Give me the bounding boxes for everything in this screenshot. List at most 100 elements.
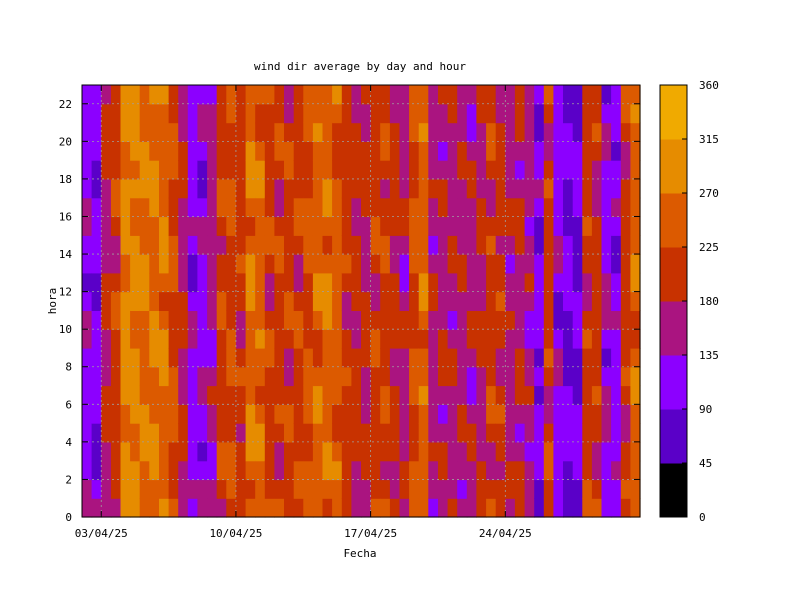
heatmap-cell [361, 254, 372, 274]
heatmap-cell [543, 479, 554, 499]
heatmap-cell [418, 348, 429, 368]
heatmap-cell [178, 235, 189, 255]
heatmap-cell [293, 329, 304, 349]
heatmap-cell [418, 216, 429, 236]
heatmap-cell [197, 141, 208, 161]
heatmap-cell [601, 404, 612, 424]
heatmap-cell [284, 423, 295, 443]
heatmap-cell [611, 141, 622, 161]
heatmap-cell [438, 310, 449, 330]
heatmap-cell [495, 141, 506, 161]
heatmap-cell [293, 366, 304, 387]
heatmap-cell [418, 329, 429, 349]
heatmap-cell [514, 329, 526, 349]
heatmap-cell [534, 122, 545, 142]
heatmap-cell [235, 197, 247, 218]
heatmap-cell [438, 160, 449, 180]
heatmap-cell [322, 235, 333, 255]
heatmap-cell [514, 85, 526, 105]
heatmap-cell [514, 141, 526, 161]
heatmap-cell [312, 441, 324, 462]
heatmap-cell [245, 216, 256, 236]
y-tick-label: 4 [65, 436, 72, 449]
heatmap-cell [524, 423, 535, 443]
heatmap-cell [159, 385, 170, 405]
heatmap-cell [466, 479, 477, 499]
heatmap-cell [110, 366, 122, 387]
heatmap-cell [245, 385, 256, 405]
heatmap-cell [457, 498, 468, 518]
heatmap-cell [226, 272, 237, 293]
heatmap-cell [274, 404, 285, 424]
heatmap-cell [91, 85, 102, 105]
heatmap-cell [438, 85, 449, 105]
heatmap-cell [361, 103, 372, 124]
heatmap-cell [409, 479, 420, 499]
heatmap-cell [457, 479, 468, 499]
heatmap-cell [399, 423, 410, 443]
colorbar-tick-label: 270 [699, 187, 719, 200]
heatmap-cell [303, 310, 314, 330]
heatmap-cell [245, 423, 256, 443]
heatmap-cell [293, 254, 304, 274]
heatmap-cell [235, 291, 247, 311]
heatmap-cell [524, 122, 535, 142]
heatmap-cell [418, 498, 429, 518]
heatmap-cell [591, 404, 603, 424]
heatmap-cell [139, 272, 150, 293]
heatmap-cell [197, 498, 208, 518]
heatmap-cell [139, 366, 150, 387]
heatmap-cell [514, 197, 526, 218]
heatmap-cell [438, 103, 449, 124]
heatmap-cell [226, 310, 237, 330]
heatmap-cell [418, 235, 429, 255]
heatmap-cell [553, 423, 564, 443]
heatmap-cell [572, 160, 583, 180]
heatmap-cell [572, 197, 583, 218]
heatmap-cell [553, 441, 564, 462]
heatmap-cell [370, 216, 381, 236]
heatmap-cell [418, 160, 429, 180]
heatmap-cell [226, 197, 237, 218]
heatmap-cell [120, 291, 131, 311]
heatmap-cell [505, 291, 516, 311]
heatmap-cell [91, 479, 102, 499]
heatmap-cell [505, 348, 516, 368]
heatmap-cell [409, 310, 420, 330]
heatmap-cell [110, 197, 122, 218]
heatmap-cell [226, 348, 237, 368]
heatmap-cell [168, 178, 179, 199]
heatmap-cell [447, 348, 458, 368]
heatmap-cell [457, 141, 468, 161]
heatmap-cell [514, 178, 526, 199]
heatmap-cell [572, 85, 583, 105]
heatmap-cell [91, 122, 102, 142]
heatmap-cell [543, 103, 554, 124]
heatmap-cell [207, 479, 218, 499]
heatmap-cell [130, 404, 141, 424]
heatmap-cell [514, 254, 526, 274]
heatmap-cell [457, 103, 468, 124]
heatmap-cell [418, 85, 429, 105]
heatmap-cell [486, 423, 497, 443]
heatmap-cell [159, 479, 170, 499]
heatmap-cell [197, 423, 208, 443]
colorbar-band [660, 85, 687, 140]
heatmap-cell [303, 141, 314, 161]
heatmap-cell [495, 85, 506, 105]
heatmap-cell [361, 441, 372, 462]
heatmap-cell [601, 160, 612, 180]
heatmap-cell [582, 404, 593, 424]
heatmap-cell [274, 441, 285, 462]
heatmap-cell [351, 103, 362, 124]
heatmap-cell [418, 141, 429, 161]
heatmap-cell [418, 385, 429, 405]
heatmap-cell [447, 122, 458, 142]
heatmap-cell [486, 141, 497, 161]
heatmap-cell [274, 141, 285, 161]
heatmap-cell [197, 216, 208, 236]
heatmap-cell [91, 310, 102, 330]
heatmap-cell [139, 103, 150, 124]
heatmap-cell [149, 329, 160, 349]
heatmap-cell [563, 197, 574, 218]
